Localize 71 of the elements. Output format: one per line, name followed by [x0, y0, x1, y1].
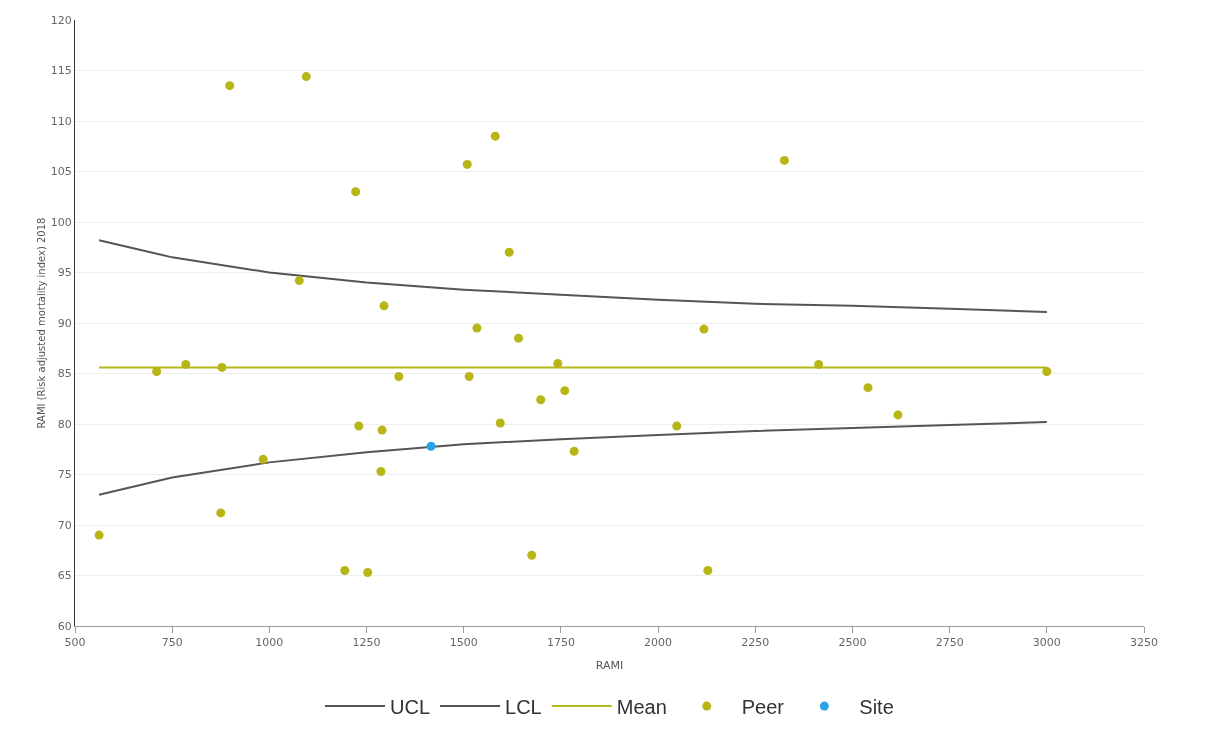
- point: [863, 383, 873, 393]
- y-tick-label: 100: [50, 215, 72, 229]
- point: [340, 565, 350, 575]
- point: [703, 565, 713, 575]
- point: [363, 567, 373, 577]
- point: [426, 441, 436, 451]
- y-tick-label: 65: [57, 569, 72, 583]
- point: [699, 324, 709, 334]
- x-tick-label: 3000: [1032, 636, 1061, 650]
- x-tick-label: 750: [161, 636, 183, 650]
- point: [553, 358, 563, 368]
- point: [569, 446, 579, 456]
- legend-label: Mean: [616, 695, 667, 718]
- x-axis-title: RAMI: [595, 659, 624, 672]
- y-tick-label: 105: [50, 165, 72, 179]
- point: [462, 159, 472, 169]
- point: [351, 187, 361, 197]
- x-tick-label: 1750: [546, 636, 575, 650]
- y-tick-label: 75: [57, 468, 72, 482]
- point: [536, 395, 546, 405]
- point: [376, 466, 386, 476]
- point: [472, 323, 482, 333]
- legend-label: Peer: [741, 695, 785, 718]
- point: [504, 247, 514, 257]
- point: [354, 421, 364, 431]
- x-tick-label: 1500: [449, 636, 478, 650]
- point: [464, 372, 474, 382]
- legend-label: LCL: [505, 695, 542, 718]
- y-tick-label: 60: [57, 619, 72, 633]
- point: [181, 359, 191, 369]
- x-tick-label: 2000: [644, 636, 673, 650]
- y-tick-label: 85: [57, 367, 72, 381]
- y-tick-label: 95: [57, 266, 72, 280]
- point: [495, 418, 505, 428]
- x-tick-label: 500: [64, 636, 86, 650]
- point: [814, 359, 824, 369]
- point: [514, 333, 524, 343]
- point: [527, 550, 537, 560]
- y-tick-label: 90: [57, 316, 72, 330]
- point: [1042, 366, 1052, 376]
- point: [294, 276, 304, 286]
- point: [779, 155, 789, 165]
- line-series: [98, 420, 1048, 496]
- point: [301, 72, 311, 82]
- point: [379, 301, 389, 311]
- point: [377, 425, 387, 435]
- x-tick-label: 2250: [741, 636, 770, 650]
- point: [893, 410, 903, 420]
- y-axis-title: RAMI (Risk adjusted mortality index) 2018: [36, 217, 47, 429]
- legend-label: UCL: [390, 695, 431, 718]
- x-tick-label: 2750: [935, 636, 964, 650]
- x-tick-label: 1250: [352, 636, 381, 650]
- y-tick-label: 120: [50, 13, 72, 27]
- point: [672, 421, 682, 431]
- point: [258, 454, 268, 464]
- point: [94, 530, 104, 540]
- y-tick-label: 110: [50, 114, 72, 128]
- point: [394, 372, 404, 382]
- legend-label: Site: [859, 695, 894, 718]
- y-tick-label: 115: [50, 64, 72, 78]
- point: [225, 81, 235, 91]
- point: [560, 386, 570, 396]
- x-tick-label: 1000: [255, 636, 284, 650]
- x-tick-label: 2500: [838, 636, 867, 650]
- y-tick-label: 70: [57, 518, 72, 532]
- point: [490, 131, 500, 141]
- y-tick-label: 80: [57, 417, 72, 431]
- line-series: [98, 239, 1048, 313]
- point: [217, 362, 227, 372]
- x-tick-label: 3250: [1130, 636, 1158, 650]
- point: [216, 508, 226, 518]
